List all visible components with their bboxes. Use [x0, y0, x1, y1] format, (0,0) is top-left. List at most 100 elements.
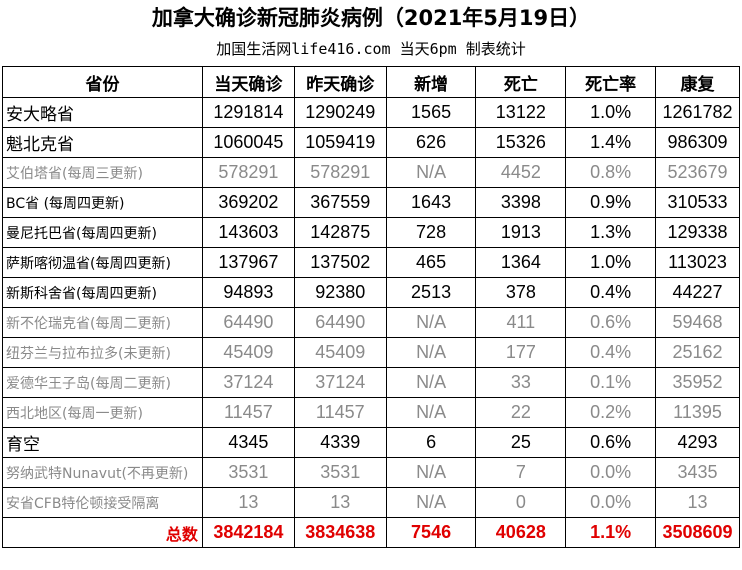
cell: 129338	[655, 217, 740, 248]
cell: 44227	[655, 277, 740, 308]
header-cell: 死亡	[475, 66, 567, 98]
cell: 986309	[655, 127, 740, 158]
cell: 0.6%	[565, 307, 657, 338]
table-row: 新斯科舍省(每周四更新) 94893 92380 2513 378 0.4% 44227	[2, 277, 740, 308]
cell: 纽芬兰与拉布拉多(未更新)	[2, 337, 203, 368]
cell: N/A	[385, 337, 477, 368]
header-cell: 死亡率	[565, 66, 657, 98]
cell: 25	[475, 427, 567, 458]
cell: 1565	[385, 97, 477, 128]
cell: 40628	[475, 517, 567, 548]
cell: 努纳武特Nunavut(不再更新)	[2, 457, 203, 488]
cell: 3398	[475, 187, 567, 218]
cell: 安省CFB特伦顿接受隔离	[2, 487, 203, 518]
table-row: 新不伦瑞克省(每周二更新) 64490 64490 N/A 411 0.6% 59468	[2, 307, 740, 338]
cell: 367559	[293, 187, 387, 218]
cell: 177	[475, 337, 567, 368]
cell: 4452	[475, 157, 567, 188]
cell: 13	[655, 487, 740, 518]
table-row: 努纳武特Nunavut(不再更新) 3531 3531 N/A 7 0.0% 3435	[2, 457, 740, 488]
cell: 35952	[655, 367, 740, 398]
cell: 1291814	[201, 97, 295, 128]
header-cell: 省份	[2, 66, 203, 98]
cell: 94893	[201, 277, 295, 308]
cell: 0.9%	[565, 187, 657, 218]
cell: 1643	[385, 187, 477, 218]
cell: 1.1%	[565, 517, 657, 548]
table-row: BC省 (每周四更新) 369202 367559 1643 3398 0.9% 31053…	[2, 187, 740, 218]
cell: 13	[293, 487, 387, 518]
cell: 11457	[293, 397, 387, 428]
cell: 523679	[655, 157, 740, 188]
cell: 25162	[655, 337, 740, 368]
table-row: 西北地区(每周一更新) 11457 11457 N/A 22 0.2% 11395	[2, 397, 740, 428]
header-cell: 新增	[385, 66, 477, 98]
cell: 3842184	[201, 517, 295, 548]
table-row: 魁北克省 1060045 1059419 626 15326 1.4% 986309	[2, 127, 740, 158]
cell: 11395	[655, 397, 740, 428]
cell: 萨斯喀彻温省(每周四更新)	[2, 247, 203, 278]
cell: 37124	[201, 367, 295, 398]
cell: N/A	[385, 397, 477, 428]
cell: 0.4%	[565, 337, 657, 368]
table: 省份 当天确诊 昨天确诊 新增 死亡 死亡率 康复 安大略省 1291814 1290249 15…	[2, 66, 740, 548]
cell: 64490	[201, 307, 295, 338]
table-row: 曼尼托巴省(每周四更新) 143603 142875 728 1913 1.3% 12933…	[2, 217, 740, 248]
cell: 总数	[2, 517, 203, 548]
table-row: 安大略省 1291814 1290249 1565 13122 1.0% 1261782	[2, 97, 740, 128]
cell: 3508609	[655, 517, 740, 548]
cell: 艾伯塔省(每周三更新)	[2, 157, 203, 188]
cell: 西北地区(每周一更新)	[2, 397, 203, 428]
cell: 0.0%	[565, 457, 657, 488]
cell: 新斯科舍省(每周四更新)	[2, 277, 203, 308]
cell: 378	[475, 277, 567, 308]
cell: 22	[475, 397, 567, 428]
cell: 0.1%	[565, 367, 657, 398]
cell: 92380	[293, 277, 387, 308]
header-row: 省份 当天确诊 昨天确诊 新增 死亡 死亡率 康复	[2, 66, 740, 98]
header-cell: 当天确诊	[201, 66, 295, 98]
cell: 魁北克省	[2, 127, 203, 158]
cell: 13	[201, 487, 295, 518]
cell: 15326	[475, 127, 567, 158]
cell: 1290249	[293, 97, 387, 128]
cell: 0.6%	[565, 427, 657, 458]
cell: 626	[385, 127, 477, 158]
cell: 11457	[201, 397, 295, 428]
table-row: 育空 4345 4339 6 25 0.6% 4293	[2, 427, 740, 458]
cell: 曼尼托巴省(每周四更新)	[2, 217, 203, 248]
cell: 310533	[655, 187, 740, 218]
cell: N/A	[385, 157, 477, 188]
cell: 411	[475, 307, 567, 338]
cell: 1261782	[655, 97, 740, 128]
cell: 45409	[293, 337, 387, 368]
table-row: 萨斯喀彻温省(每周四更新) 137967 137502 465 1364 1.0% 1130…	[2, 247, 740, 278]
cell: 育空	[2, 427, 203, 458]
cell: 578291	[201, 157, 295, 188]
cell: 465	[385, 247, 477, 278]
cell: 0.4%	[565, 277, 657, 308]
cell: 137502	[293, 247, 387, 278]
cell: 3531	[201, 457, 295, 488]
cell: 1.0%	[565, 97, 657, 128]
cell: 新不伦瑞克省(每周二更新)	[2, 307, 203, 338]
cell: 爱德华王子岛(每周二更新)	[2, 367, 203, 398]
cell: 33	[475, 367, 567, 398]
cell: 369202	[201, 187, 295, 218]
cell: 45409	[201, 337, 295, 368]
cell: 3435	[655, 457, 740, 488]
cell: N/A	[385, 457, 477, 488]
cell: 1.4%	[565, 127, 657, 158]
cell: 3834638	[293, 517, 387, 548]
cell: 13122	[475, 97, 567, 128]
table-row: 爱德华王子岛(每周二更新) 37124 37124 N/A 33 0.1% 35952	[2, 367, 740, 398]
table-row: 总数 3842184 3834638 7546 40628 1.1% 3508609	[2, 517, 740, 548]
cell: 6	[385, 427, 477, 458]
cell: 7546	[385, 517, 477, 548]
cell: N/A	[385, 367, 477, 398]
cell: 1.3%	[565, 217, 657, 248]
cell: 1060045	[201, 127, 295, 158]
header-cell: 康复	[655, 66, 740, 98]
cell: 142875	[293, 217, 387, 248]
